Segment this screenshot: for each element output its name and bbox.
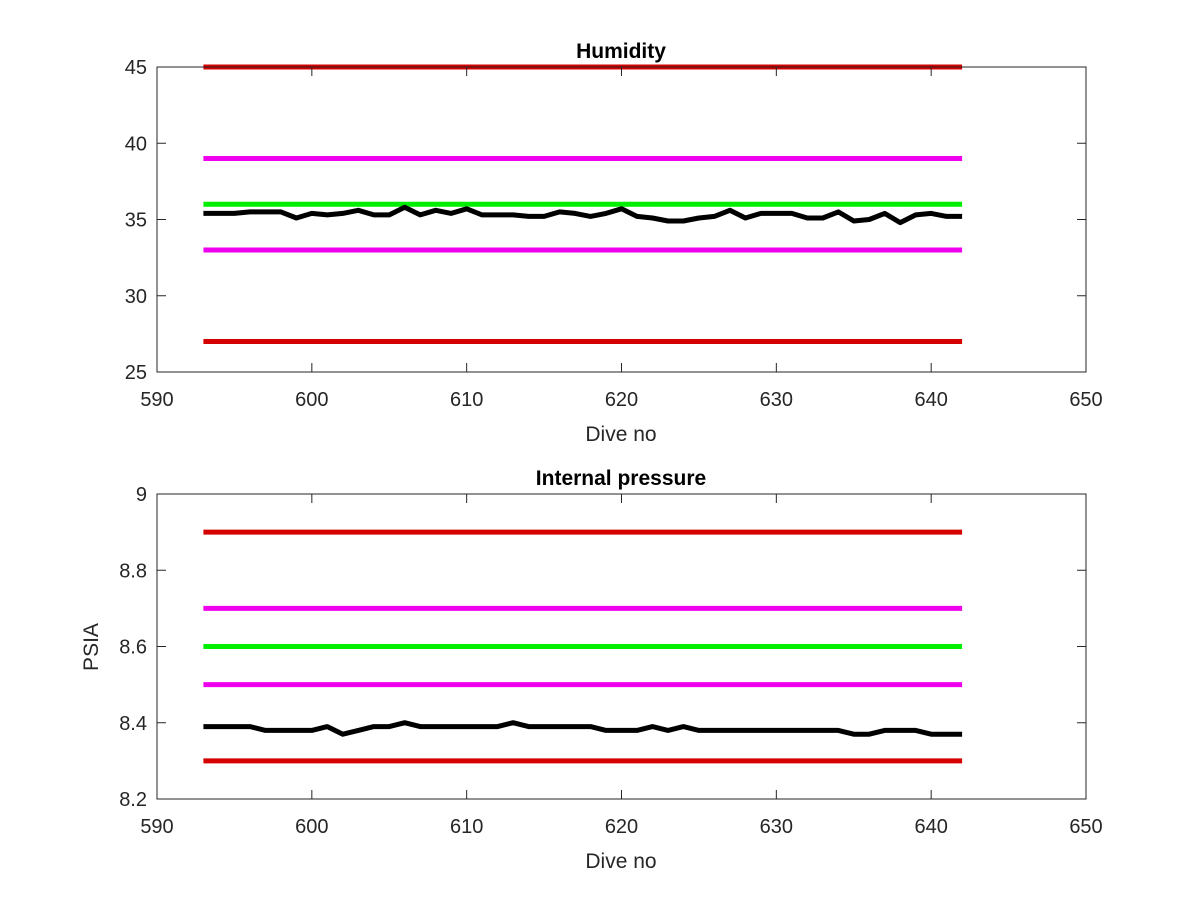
humidity-x-ticks: 590 600 610 620 630 640 650 — [140, 67, 1103, 411]
humidity-x-tick-label-3: 620 — [605, 389, 638, 411]
humidity-y-tick-label-0: 25 — [125, 362, 147, 384]
pressure-x-axis-label: Dive no — [585, 850, 656, 873]
humidity-x-tick-label-2: 610 — [450, 389, 483, 411]
humidity-y-ticks: 25 30 35 40 45 — [125, 57, 1086, 384]
humidity-series-5 — [203, 204, 963, 226]
pressure-series-5 — [203, 720, 963, 737]
pressure-x-tick-label-2: 610 — [450, 816, 483, 838]
pressure-title: Internal pressure — [536, 467, 706, 490]
pressure-y-tick-label-4: 9 — [136, 484, 147, 506]
humidity-y-tick-label-3: 40 — [125, 133, 147, 155]
pressure-axes: 590 600 610 620 630 640 650 8.2 8.4 8.6 8.8 9 Inte… — [80, 467, 1103, 873]
pressure-x-tick-label-4: 630 — [760, 816, 793, 838]
pressure-series-group — [203, 529, 963, 764]
pressure-y-tick-label-2: 8.6 — [119, 637, 147, 659]
humidity-x-axis-label: Dive no — [585, 423, 656, 446]
humidity-y-tick-label-2: 35 — [125, 210, 147, 232]
humidity-x-tick-label-5: 640 — [914, 389, 947, 411]
humidity-y-tick-label-4: 45 — [125, 57, 147, 79]
pressure-x-tick-label-3: 620 — [605, 816, 638, 838]
humidity-axes: 590 600 610 620 630 640 650 25 30 35 40 45 Humidit… — [125, 40, 1103, 446]
humidity-x-tick-label-0: 590 — [140, 389, 173, 411]
humidity-x-tick-label-6: 650 — [1069, 389, 1102, 411]
pressure-x-tick-label-0: 590 — [140, 816, 173, 838]
pressure-y-ticks: 8.2 8.4 8.6 8.8 9 — [119, 484, 1086, 811]
pressure-x-ticks: 590 600 610 620 630 640 650 — [140, 494, 1103, 838]
humidity-y-tick-label-1: 30 — [125, 286, 147, 308]
humidity-x-tick-label-1: 600 — [295, 389, 328, 411]
pressure-x-tick-label-1: 600 — [295, 816, 328, 838]
pressure-y-axis-label: PSIA — [80, 623, 103, 671]
pressure-x-tick-label-5: 640 — [914, 816, 947, 838]
pressure-y-tick-label-1: 8.4 — [119, 713, 147, 735]
humidity-x-tick-label-4: 630 — [760, 389, 793, 411]
humidity-title: Humidity — [576, 40, 666, 63]
pressure-x-tick-label-6: 650 — [1069, 816, 1102, 838]
pressure-y-tick-label-0: 8.2 — [119, 789, 147, 811]
pressure-y-tick-label-3: 8.8 — [119, 560, 147, 582]
